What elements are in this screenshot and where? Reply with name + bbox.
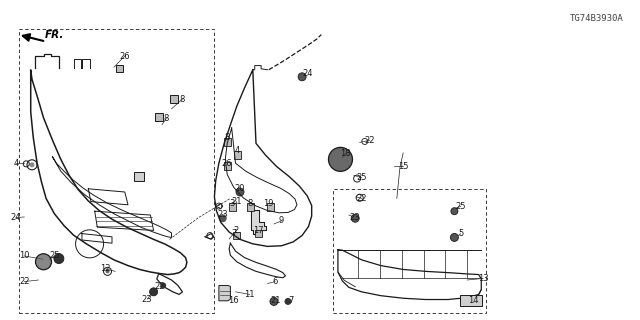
Text: 18: 18 [340,149,351,158]
Text: 7: 7 [231,229,236,238]
Bar [255,230,262,237]
Bar [224,138,231,146]
Text: 22: 22 [356,194,367,203]
Bar [460,295,481,306]
Circle shape [150,288,157,296]
Text: 22: 22 [155,282,165,291]
Text: 5: 5 [458,229,463,238]
Text: 21: 21 [232,197,242,206]
Text: 13: 13 [478,274,488,283]
Bar [155,113,163,121]
Text: 20: 20 [235,184,245,193]
Circle shape [160,283,166,288]
Bar [333,189,486,313]
Text: 26: 26 [120,52,130,60]
Polygon shape [251,210,266,234]
Text: 4: 4 [13,159,19,168]
Polygon shape [219,285,230,301]
Bar [224,163,231,171]
Text: 12: 12 [100,264,111,273]
Circle shape [351,214,359,222]
Text: 25: 25 [456,202,466,211]
Circle shape [54,253,64,264]
Text: 23: 23 [142,295,152,304]
Bar [232,232,239,239]
Text: 11: 11 [244,290,255,299]
Circle shape [270,298,278,305]
Circle shape [236,188,244,196]
Text: 23: 23 [218,210,228,219]
Text: 3: 3 [229,199,234,208]
Bar [267,204,274,212]
Bar [246,204,253,212]
Text: TG74B3930A: TG74B3930A [570,14,624,23]
Bar [228,204,236,212]
Text: 24: 24 [11,213,21,222]
Circle shape [219,214,227,222]
Circle shape [36,254,52,270]
Circle shape [285,298,291,305]
Text: 8: 8 [225,133,230,142]
Text: 19: 19 [264,199,274,208]
Bar [116,65,124,72]
Circle shape [106,269,109,273]
Bar [19,29,214,313]
Text: 2: 2 [233,226,238,235]
Text: 17: 17 [253,226,263,235]
Text: 22: 22 [19,277,29,286]
Text: 8: 8 [180,95,185,104]
Text: 6: 6 [273,277,278,286]
Circle shape [328,148,353,172]
Text: FR.: FR. [45,30,64,40]
Circle shape [298,73,306,81]
Text: 4: 4 [234,146,239,155]
Text: 9: 9 [279,216,284,225]
Circle shape [29,162,35,167]
Text: 21: 21 [270,296,280,305]
Text: 22: 22 [365,136,375,145]
Text: 10: 10 [19,252,29,260]
Circle shape [451,208,458,215]
Text: 25: 25 [49,252,60,260]
Text: 25: 25 [356,173,367,182]
Bar [170,95,178,102]
Text: 14: 14 [468,296,479,305]
Bar [234,151,241,159]
Text: 16: 16 [228,296,239,305]
Text: 8: 8 [164,114,169,123]
Circle shape [451,234,458,242]
Text: 23: 23 [350,213,360,222]
Text: 24: 24 [302,69,312,78]
Bar [134,172,145,181]
Text: 8: 8 [247,199,252,208]
Text: 15: 15 [398,162,408,171]
Text: 26: 26 [222,159,232,168]
Text: 7: 7 [289,296,294,305]
